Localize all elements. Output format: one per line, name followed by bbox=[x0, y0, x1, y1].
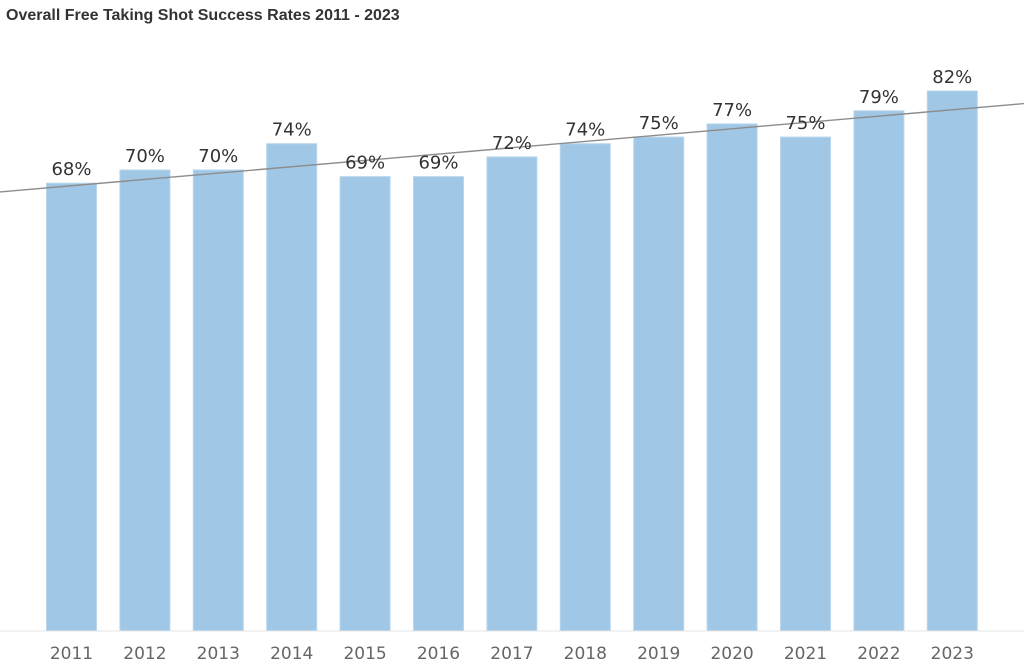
bar-2011[interactable] bbox=[46, 182, 97, 632]
x-tick-label-2014: 2014 bbox=[270, 644, 313, 664]
data-labels-layer: 68% 70% 70% 74% 69% 69% 72% 74% 75% 77% 75% 79% 82% bbox=[51, 67, 972, 180]
data-label-2017: 72% bbox=[492, 133, 532, 154]
bar-2016[interactable] bbox=[413, 176, 464, 632]
bar-2023[interactable] bbox=[926, 90, 978, 632]
x-tick-label-2018: 2018 bbox=[564, 644, 607, 664]
x-tick-labels-layer: 2011 2012 2013 2014 2015 2016 2017 2018 2019 2020… bbox=[50, 644, 974, 664]
bar-2014[interactable] bbox=[266, 143, 318, 632]
x-tick-label-2021: 2021 bbox=[784, 644, 827, 664]
data-label-2012: 70% bbox=[125, 146, 165, 167]
x-tick-label-2013: 2013 bbox=[197, 644, 240, 664]
chart-title: Overall Free Taking Shot Success Rates 2… bbox=[6, 7, 400, 24]
data-label-2015: 69% bbox=[345, 153, 385, 174]
data-label-2018: 74% bbox=[565, 120, 605, 141]
x-tick-label-2023: 2023 bbox=[931, 644, 974, 664]
data-label-2022: 79% bbox=[859, 87, 899, 108]
data-label-2021: 75% bbox=[785, 113, 825, 134]
data-label-2020: 77% bbox=[712, 100, 752, 121]
bar-2015[interactable] bbox=[339, 176, 391, 632]
bar-2019[interactable] bbox=[633, 136, 685, 632]
data-label-2011: 68% bbox=[51, 159, 91, 180]
data-label-2014: 74% bbox=[272, 120, 312, 141]
data-label-2019: 75% bbox=[639, 113, 679, 134]
data-label-2016: 69% bbox=[418, 153, 458, 174]
x-tick-label-2012: 2012 bbox=[123, 644, 166, 664]
bar-2021[interactable] bbox=[780, 136, 831, 632]
x-tick-label-2019: 2019 bbox=[637, 644, 680, 664]
bar-2020[interactable] bbox=[706, 123, 758, 632]
bar-2018[interactable] bbox=[559, 143, 611, 632]
bar-2013[interactable] bbox=[192, 169, 244, 632]
bar-2012[interactable] bbox=[119, 169, 171, 632]
x-tick-label-2016: 2016 bbox=[417, 644, 460, 664]
x-tick-label-2022: 2022 bbox=[857, 644, 900, 664]
trend-line bbox=[0, 102, 1024, 193]
bars-layer bbox=[46, 90, 978, 632]
x-tick-label-2020: 2020 bbox=[710, 644, 753, 664]
data-label-2023: 82% bbox=[932, 67, 972, 88]
x-tick-label-2011: 2011 bbox=[50, 644, 93, 664]
bar-2017[interactable] bbox=[486, 156, 538, 632]
data-label-2013: 70% bbox=[198, 146, 238, 167]
bar-2022[interactable] bbox=[853, 110, 905, 632]
x-tick-label-2017: 2017 bbox=[490, 644, 533, 664]
x-tick-label-2015: 2015 bbox=[343, 644, 386, 664]
